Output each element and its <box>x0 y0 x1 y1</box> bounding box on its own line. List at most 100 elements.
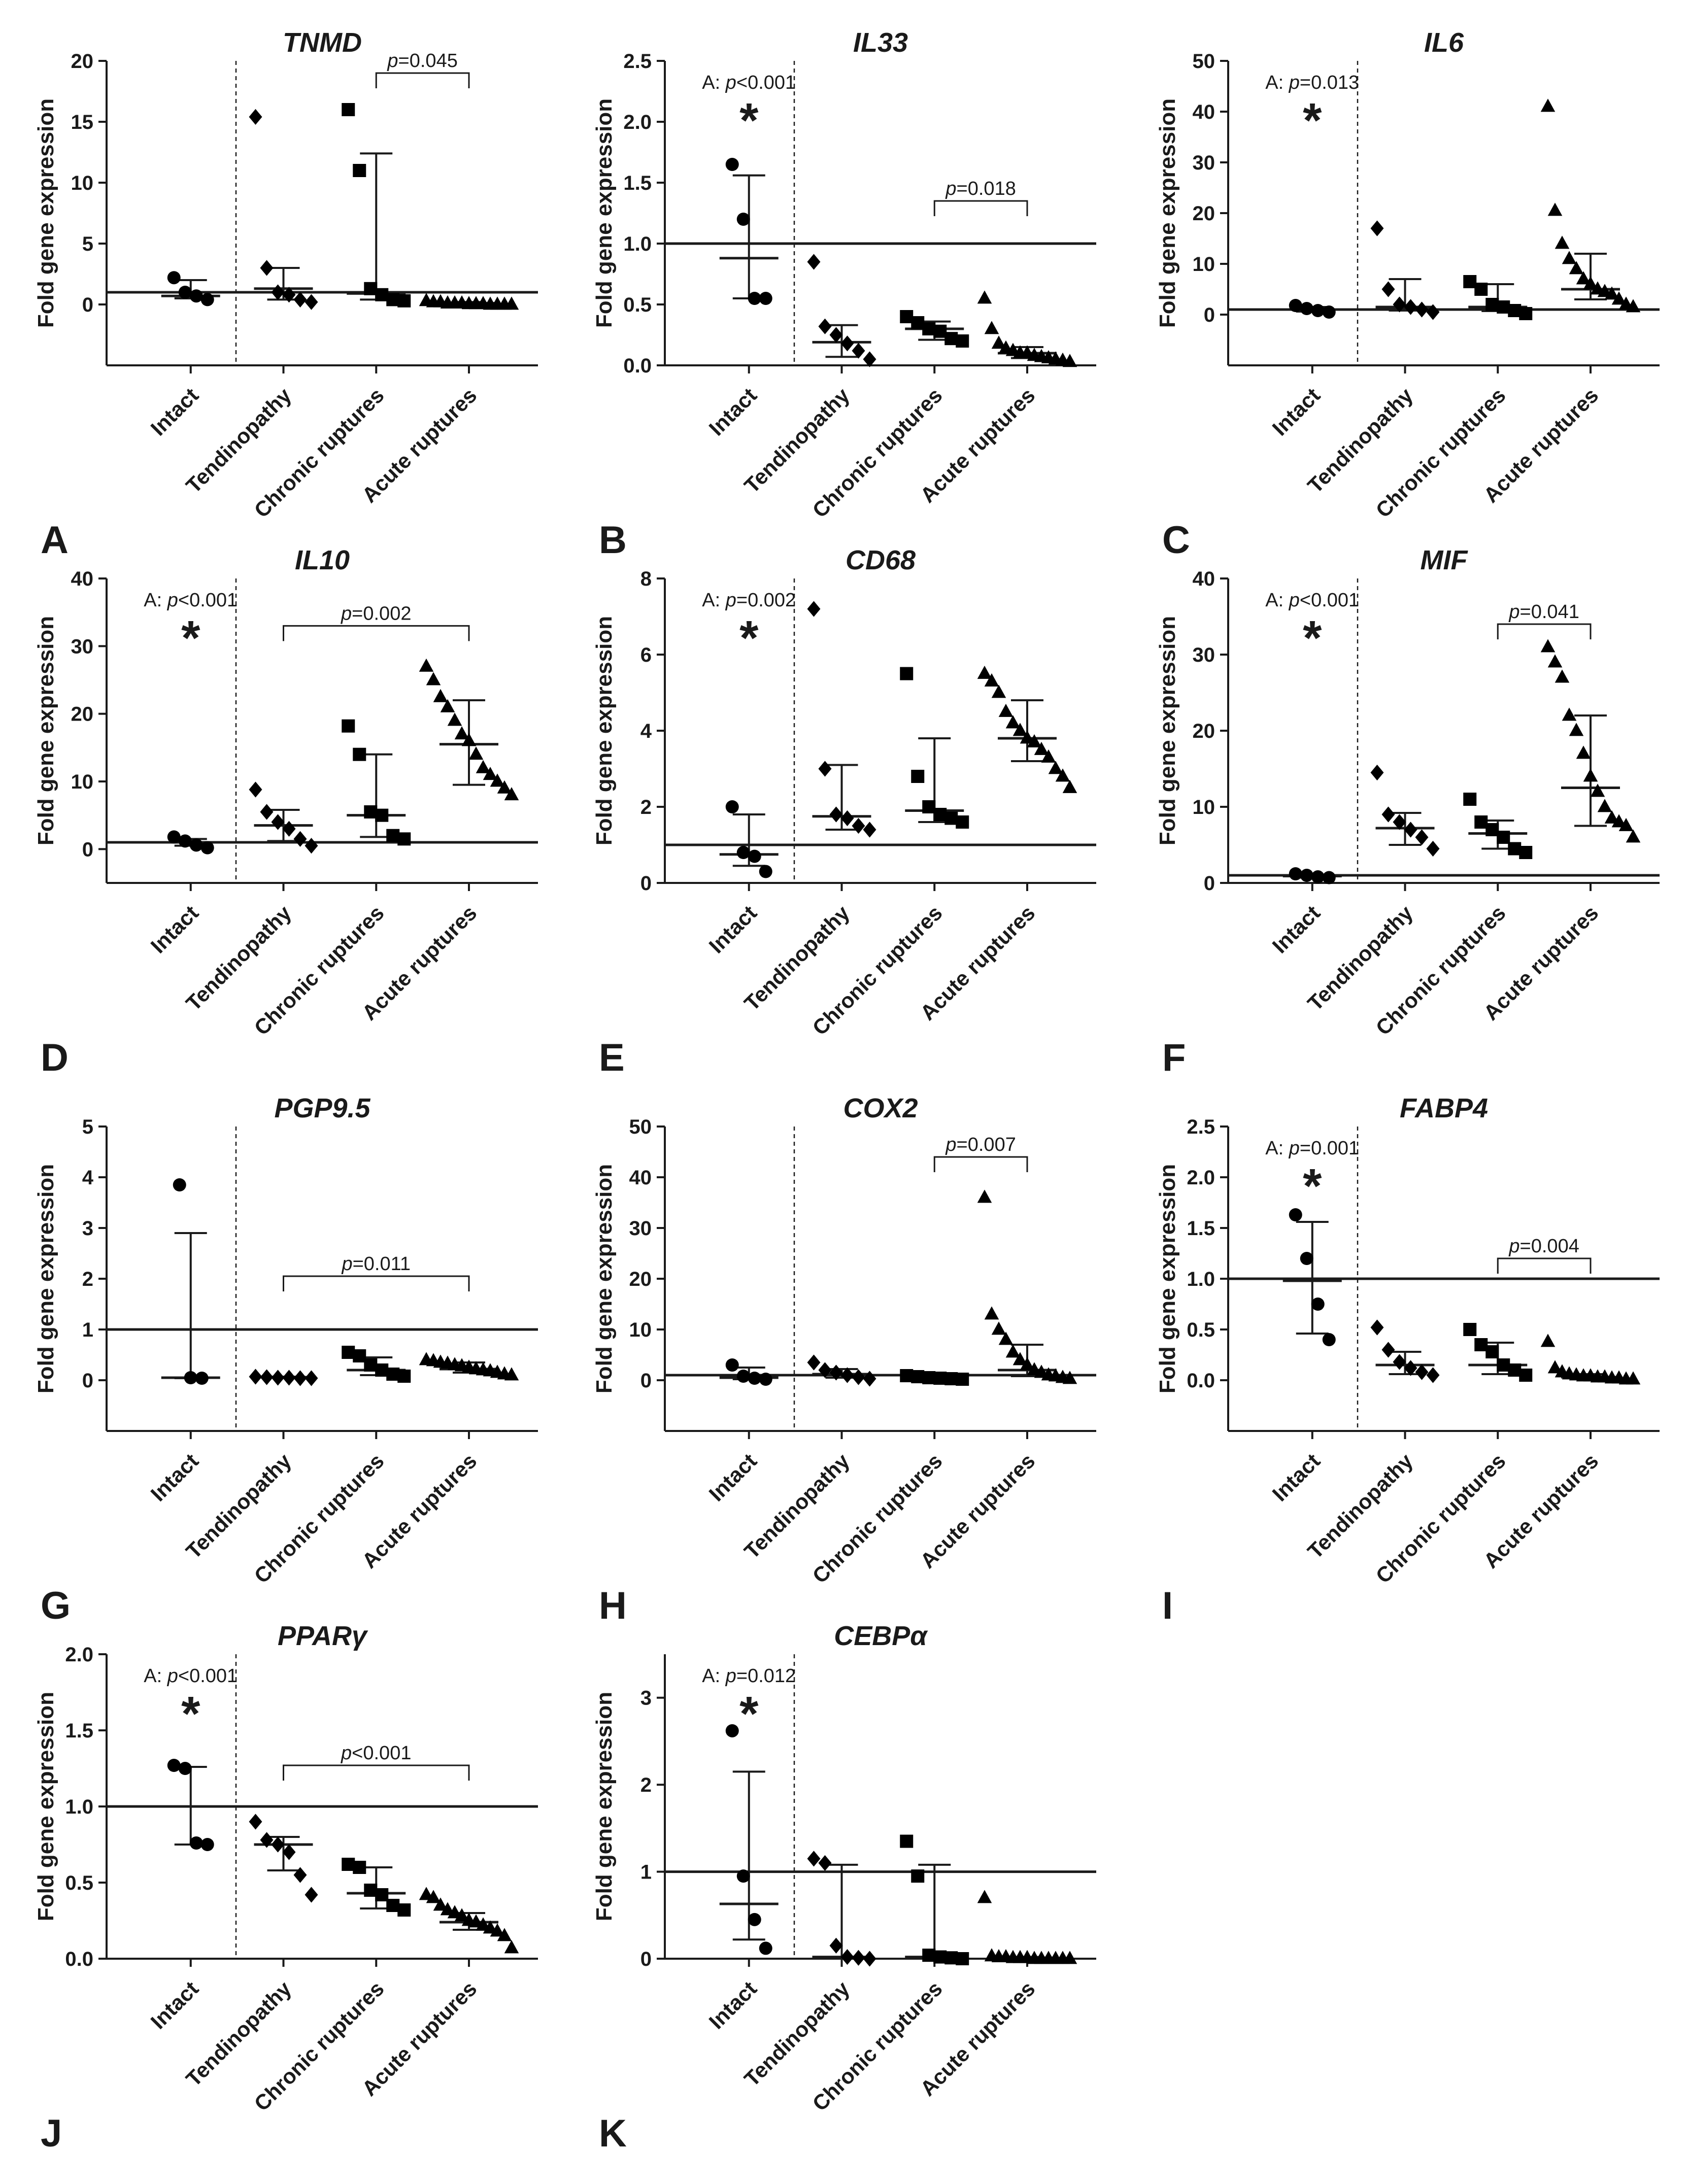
data-point <box>490 1923 505 1937</box>
data-point <box>998 703 1014 717</box>
data-point <box>433 1897 448 1911</box>
data-point <box>1300 1252 1313 1265</box>
data-point <box>440 699 455 712</box>
data-point <box>468 746 484 760</box>
y-tick-label: 0 <box>640 1370 652 1392</box>
data-point <box>863 822 876 838</box>
data-point <box>397 1370 411 1383</box>
data-point <box>807 1851 821 1867</box>
data-point <box>1415 1364 1429 1380</box>
data-point <box>1062 1951 1077 1964</box>
data-point <box>167 271 181 285</box>
data-point <box>184 1371 197 1384</box>
data-point <box>1618 817 1634 831</box>
panel-label: G <box>41 1584 71 1627</box>
data-point <box>748 1372 761 1385</box>
p-letter: p <box>341 1253 352 1275</box>
data-point <box>1300 869 1313 882</box>
data-point <box>1555 669 1570 683</box>
data-point <box>454 1908 469 1922</box>
anova-note: A: p<0.001 <box>702 72 796 93</box>
data-point <box>353 1349 366 1362</box>
data-point <box>375 808 389 822</box>
data-point <box>852 1369 865 1385</box>
data-point <box>829 1364 843 1381</box>
y-tick-label: 40 <box>71 568 94 590</box>
panel-label: K <box>599 2112 627 2155</box>
chart-title: TNMD <box>283 27 362 58</box>
significance-star: * <box>181 611 200 665</box>
data-point <box>852 817 865 834</box>
bracket-label: p=0.007 <box>945 1134 1016 1155</box>
x-tick-label: Intact <box>704 1976 761 2033</box>
data-point <box>1041 749 1056 763</box>
p-letter: p <box>341 603 352 624</box>
y-tick-label: 0 <box>640 1948 652 1970</box>
data-point <box>1404 299 1417 315</box>
data-point <box>852 1950 865 1966</box>
data-point <box>1540 639 1556 653</box>
data-point <box>504 296 519 310</box>
data-point <box>1311 870 1325 883</box>
data-point <box>1590 783 1605 797</box>
chart-title: PGP9.5 <box>274 1093 370 1123</box>
data-point <box>1555 235 1570 249</box>
data-point <box>1415 301 1429 318</box>
data-point <box>260 1369 274 1385</box>
anova-prefix: A: <box>702 72 725 93</box>
data-point <box>178 834 192 848</box>
data-point <box>1474 283 1488 296</box>
panel-c: IL6 0 10 20 30 40 50 Fold gene expression Intact… <box>1155 27 1660 562</box>
chart-title: IL33 <box>853 27 908 58</box>
y-tick-label: 40 <box>1193 101 1215 123</box>
data-point <box>305 838 318 854</box>
data-point <box>1519 1369 1533 1382</box>
data-point <box>305 1370 318 1386</box>
y-tick-label: 10 <box>71 771 94 793</box>
panel-b: IL33 0.0 0.5 1.0 1.5 2.0 2.5 Fold gene expressi… <box>592 27 1096 562</box>
data-point <box>483 767 498 780</box>
y-tick-label: 30 <box>1193 152 1215 174</box>
data-point <box>977 1189 992 1203</box>
y-tick-label: 15 <box>71 111 94 133</box>
p-letter: p <box>167 1665 178 1687</box>
data-point <box>807 601 821 617</box>
y-tick-label: 1 <box>640 1861 652 1884</box>
data-point <box>447 712 462 726</box>
y-axis-label: Fold gene expression <box>33 98 58 328</box>
y-tick-label: 20 <box>1193 202 1215 225</box>
anova-value: <0.001 <box>178 590 238 611</box>
y-tick-label: 0 <box>1204 304 1215 326</box>
data-point <box>375 288 389 301</box>
data-point <box>282 1370 296 1386</box>
data-point <box>1034 741 1049 755</box>
significance-bracket <box>933 1156 1028 1172</box>
bracket-label: p=0.041 <box>1508 601 1579 623</box>
panel-i: FABP4 0.0 0.5 1.0 1.5 2.0 2.5 Fold gene express… <box>1155 1093 1660 1627</box>
data-point <box>807 254 821 270</box>
p-value: =0.041 <box>1520 601 1579 623</box>
p-letter: p <box>341 1743 352 1764</box>
data-point <box>1027 734 1042 747</box>
data-point <box>386 829 400 842</box>
data-point <box>1062 354 1077 367</box>
p-letter: p <box>725 590 736 611</box>
anova-prefix: A: <box>1265 72 1289 93</box>
significance-bracket <box>1497 623 1592 639</box>
data-point <box>1381 281 1395 297</box>
y-tick-label: 30 <box>629 1217 652 1240</box>
data-point <box>1463 275 1477 288</box>
anova-prefix: A: <box>1265 590 1289 611</box>
anova-value: =0.002 <box>736 590 796 611</box>
data-point <box>189 838 203 852</box>
data-point <box>497 1928 512 1941</box>
y-axis-label: Fold gene expression <box>33 616 58 845</box>
chart-title: IL6 <box>1424 27 1464 58</box>
data-point <box>818 1362 832 1378</box>
data-point <box>1597 799 1612 812</box>
data-point <box>1463 793 1477 806</box>
data-point <box>1048 761 1063 774</box>
data-point <box>933 1372 947 1385</box>
y-tick-label: 3 <box>640 1687 652 1710</box>
y-tick-label: 10 <box>629 1319 652 1341</box>
